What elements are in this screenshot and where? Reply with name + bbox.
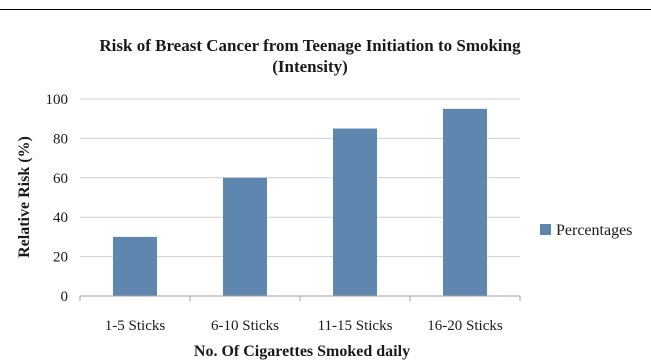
y-tick-label: 40 [53,210,68,226]
legend: Percentages [540,222,632,239]
chart-subtitle: (Intensity) [272,57,348,76]
y-tick-label: 0 [61,289,69,305]
y-tick-label: 20 [53,250,68,266]
y-tick-label: 100 [46,92,69,108]
bars [113,108,487,296]
y-axis-title: Relative Risk (%) [16,136,33,258]
x-tick-labels: 1-5 Sticks 6-10 Sticks 11-15 Sticks 16-20 S… [105,318,503,334]
x-tick-label: 16-20 Sticks [427,318,503,334]
x-tick-label: 1-5 Sticks [105,318,166,334]
x-tick-label: 11-15 Sticks [318,318,393,334]
x-axis-title: No. Of Cigarettes Smoked daily [194,343,410,360]
legend-swatch [540,224,551,235]
bar [113,236,157,296]
y-tick-label: 80 [53,131,68,147]
legend-label: Percentages [556,222,632,239]
y-tick-label: 60 [53,171,68,187]
bar [443,108,487,296]
chart-title: Risk of Breast Cancer from Teenage Initi… [99,36,521,55]
bar [223,177,267,296]
top-rule [0,9,651,10]
y-tick-labels: 0 20 40 60 80 100 [46,92,69,305]
x-tick-label: 6-10 Sticks [211,318,279,334]
bar [333,128,377,296]
